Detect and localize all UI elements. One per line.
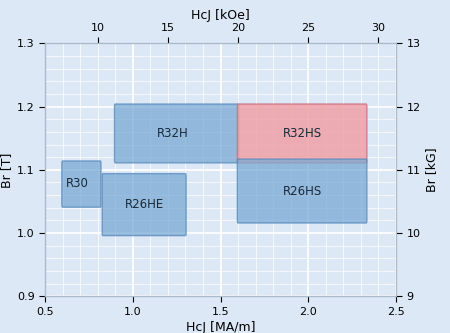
X-axis label: HcJ [kOe]: HcJ [kOe] [191, 9, 250, 22]
FancyBboxPatch shape [237, 159, 367, 223]
Text: R32H: R32H [157, 127, 189, 140]
Text: R26HE: R26HE [125, 198, 164, 211]
Y-axis label: Br [T]: Br [T] [0, 152, 13, 187]
X-axis label: HcJ [MA/m]: HcJ [MA/m] [186, 321, 255, 333]
Y-axis label: Br [kG]: Br [kG] [425, 148, 438, 192]
FancyBboxPatch shape [114, 104, 239, 163]
Text: R32HS: R32HS [283, 127, 322, 140]
Text: R30: R30 [66, 177, 89, 190]
Text: R26HS: R26HS [283, 185, 322, 198]
FancyBboxPatch shape [62, 161, 101, 207]
FancyBboxPatch shape [237, 104, 367, 163]
FancyBboxPatch shape [102, 173, 186, 236]
